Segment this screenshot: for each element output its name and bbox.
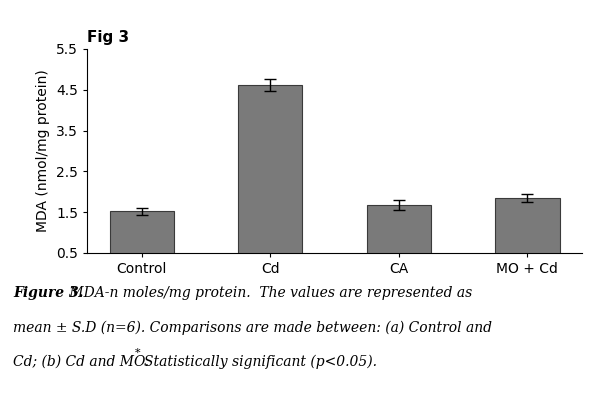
Bar	[495, 198, 560, 253]
Text: mean ± S.D (n=6). Comparisons are made between: (a) Control and: mean ± S.D (n=6). Comparisons are made b…	[13, 320, 492, 335]
Text: *: *	[135, 348, 140, 358]
Text: MDA-n moles/mg protein.  The values are represented as: MDA-n moles/mg protein. The values are r…	[65, 286, 472, 299]
Bar	[367, 205, 431, 253]
Text: Cd; (b) Cd and MO.: Cd; (b) Cd and MO.	[13, 355, 154, 369]
Text: Fig 3: Fig 3	[87, 30, 129, 45]
Bar	[238, 85, 302, 253]
Text: Figure 3.: Figure 3.	[13, 286, 84, 299]
Bar	[110, 211, 174, 253]
Y-axis label: MDA (nmol/mg protein): MDA (nmol/mg protein)	[37, 70, 50, 232]
Text: Statistically significant (p<0.05).: Statistically significant (p<0.05).	[144, 355, 377, 369]
